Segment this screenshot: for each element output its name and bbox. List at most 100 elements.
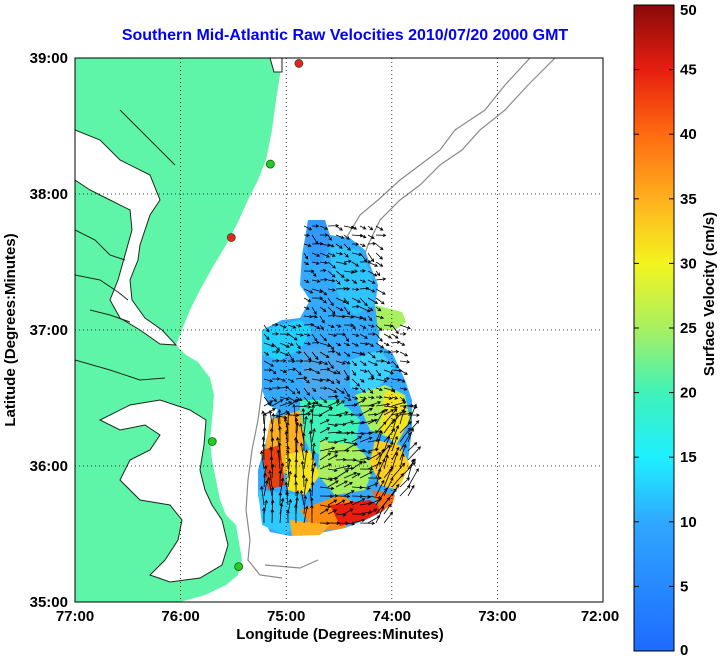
velocity-arrow bbox=[269, 456, 274, 470]
velocity-arrow bbox=[407, 442, 418, 452]
velocity-arrow bbox=[351, 225, 357, 230]
velocity-arrow bbox=[367, 395, 375, 400]
velocity-arrow bbox=[311, 340, 320, 345]
velocity-arrow bbox=[375, 402, 391, 407]
velocity-arrow bbox=[359, 436, 373, 443]
velocity-arrow bbox=[367, 476, 383, 480]
velocity-arrow bbox=[399, 359, 411, 364]
velocity-arrow bbox=[311, 442, 316, 461]
velocity-arrow bbox=[343, 297, 350, 305]
velocity-arrow bbox=[367, 462, 383, 470]
velocity-arrow bbox=[304, 359, 313, 363]
velocity-arrow bbox=[399, 387, 408, 391]
velocity-arrow bbox=[303, 288, 314, 294]
velocity-arrow bbox=[343, 412, 355, 417]
colorbar-tick-label: 35 bbox=[680, 191, 697, 208]
velocity-arrow bbox=[319, 360, 329, 365]
velocity-arrow bbox=[271, 396, 277, 402]
velocity-arrow bbox=[351, 396, 359, 400]
velocity-arrow bbox=[303, 495, 308, 515]
velocity-arrow bbox=[367, 270, 378, 277]
velocity-arrow bbox=[343, 472, 358, 479]
velocity-arrow bbox=[319, 446, 336, 452]
velocity-arrow bbox=[287, 399, 300, 407]
y-tick-label: 38:00 bbox=[30, 186, 68, 203]
velocity-arrow bbox=[343, 482, 353, 488]
velocity-arrow bbox=[327, 440, 338, 445]
velocity-arrow bbox=[319, 233, 329, 237]
velocity-arrow bbox=[263, 324, 270, 333]
velocity-arrow bbox=[301, 474, 306, 488]
velocity-arrow bbox=[319, 277, 328, 282]
velocity-arrow bbox=[263, 333, 270, 341]
velocity-arrow bbox=[335, 332, 347, 336]
x-axis-label: Longitude (Degrees:Minutes) bbox=[236, 626, 444, 643]
velocity-arrow bbox=[335, 306, 344, 311]
velocity-arrow bbox=[391, 324, 399, 335]
velocity-arrow bbox=[301, 407, 306, 425]
velocity-arrow bbox=[335, 243, 343, 249]
velocity-arrow bbox=[367, 288, 376, 293]
velocity-arrow bbox=[343, 490, 355, 497]
velocity-arrow bbox=[327, 378, 335, 384]
velocity-arrow bbox=[343, 351, 351, 357]
colorbar-tick-label: 0 bbox=[680, 642, 688, 659]
velocity-arrow bbox=[367, 387, 374, 394]
velocity-arrow bbox=[391, 435, 398, 452]
velocity-arrow bbox=[375, 270, 381, 277]
velocity-arrow bbox=[351, 304, 361, 309]
velocity-arrow bbox=[279, 369, 288, 374]
velocity-arrow bbox=[343, 360, 351, 365]
velocity-arrow bbox=[375, 261, 384, 267]
velocity-arrow bbox=[351, 369, 356, 376]
velocity-arrow bbox=[407, 413, 420, 417]
y-tick-labels: 39:00 38:00 37:00 36:00 35:00 bbox=[30, 50, 68, 611]
velocity-arrow bbox=[383, 441, 394, 461]
velocity-arrow bbox=[319, 386, 328, 390]
velocity-arrow bbox=[303, 233, 311, 238]
velocity-arrow bbox=[263, 396, 272, 406]
velocity-arrow bbox=[343, 500, 354, 506]
velocity-arrow bbox=[327, 400, 340, 407]
colorbar-ticks: 0 5 10 15 20 25 30 35 40 45 50 bbox=[634, 2, 697, 659]
velocity-arrow bbox=[359, 369, 368, 373]
velocity-arrow bbox=[311, 288, 324, 293]
velocity-arrow bbox=[367, 252, 375, 263]
velocity-arrow bbox=[375, 315, 385, 320]
velocity-arrow bbox=[367, 401, 382, 407]
velocity-arrow bbox=[391, 472, 405, 488]
velocity-arrow bbox=[351, 324, 356, 330]
velocity-arrow bbox=[296, 359, 304, 363]
velocity-arrow bbox=[319, 396, 328, 404]
velocity-arrow bbox=[327, 297, 334, 307]
velocity-arrow bbox=[399, 351, 409, 357]
velocity-arrow bbox=[399, 404, 407, 425]
velocity-arrow bbox=[263, 479, 269, 497]
velocity-arrow bbox=[359, 378, 365, 383]
velocity-arrow bbox=[375, 277, 387, 281]
velocity-arrow bbox=[399, 432, 412, 452]
velocity-arrow bbox=[343, 287, 351, 291]
velocity-arrow bbox=[319, 452, 332, 461]
velocity-arrow bbox=[367, 360, 379, 366]
velocity-arrow bbox=[391, 424, 400, 443]
velocity-arrow bbox=[327, 476, 339, 481]
velocity-arrow bbox=[375, 297, 385, 305]
velocity-arrow bbox=[269, 427, 274, 443]
velocity-arrow bbox=[399, 324, 411, 330]
velocity-arrow bbox=[375, 444, 391, 461]
velocity-arrow bbox=[351, 242, 360, 246]
velocity-arrow bbox=[309, 418, 313, 434]
velocity-arrow bbox=[375, 409, 389, 416]
velocity-arrow bbox=[271, 323, 279, 327]
velocity-arrow bbox=[351, 378, 360, 387]
velocity-arrow bbox=[391, 333, 399, 339]
velocity-arrow bbox=[327, 499, 338, 506]
velocity-arrow bbox=[292, 403, 297, 425]
velocity-arrow bbox=[375, 333, 383, 342]
velocity-arrow bbox=[263, 378, 274, 383]
velocity-arrow bbox=[351, 287, 360, 292]
pamlico-sound bbox=[98, 399, 229, 583]
station-3 bbox=[226, 233, 236, 242]
velocity-arrow bbox=[287, 324, 297, 329]
